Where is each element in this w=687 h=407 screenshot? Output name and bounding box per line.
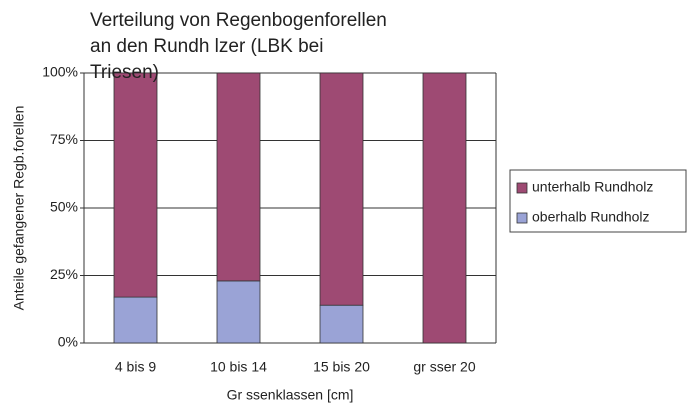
y-tick-label: 75% bbox=[50, 131, 78, 147]
y-axis-label: Anteile gefangener Regb.forellen bbox=[11, 106, 27, 311]
legend-label: unterhalb Rundholz bbox=[532, 179, 653, 195]
y-tick-label: 25% bbox=[50, 266, 78, 282]
legend-box bbox=[509, 169, 687, 233]
legend-swatch bbox=[516, 212, 528, 224]
bar-segment bbox=[319, 304, 364, 344]
y-tick-label: 100% bbox=[42, 64, 78, 80]
x-tick-label: 15 bis 20 bbox=[313, 359, 370, 375]
x-tick-label: 4 bis 9 bbox=[115, 359, 156, 375]
y-tick-label: 0% bbox=[58, 334, 78, 350]
x-axis-label: Gr ssenklassen [cm] bbox=[227, 387, 354, 403]
x-tick-label: 10 bis 14 bbox=[210, 359, 267, 375]
x-tick-label: gr sser 20 bbox=[413, 359, 475, 375]
y-tick-label: 50% bbox=[50, 199, 78, 215]
chart-title: Verteilung von Regenbogenforellen an den… bbox=[90, 10, 387, 83]
bar-segment bbox=[216, 72, 261, 282]
bar-segment bbox=[113, 72, 158, 298]
bar-segment bbox=[422, 72, 467, 344]
legend-swatch bbox=[516, 182, 528, 194]
bar-segment bbox=[216, 280, 261, 344]
legend-label: oberhalb Rundholz bbox=[532, 209, 650, 225]
bar-segment bbox=[319, 72, 364, 306]
bar-segment bbox=[113, 296, 158, 344]
